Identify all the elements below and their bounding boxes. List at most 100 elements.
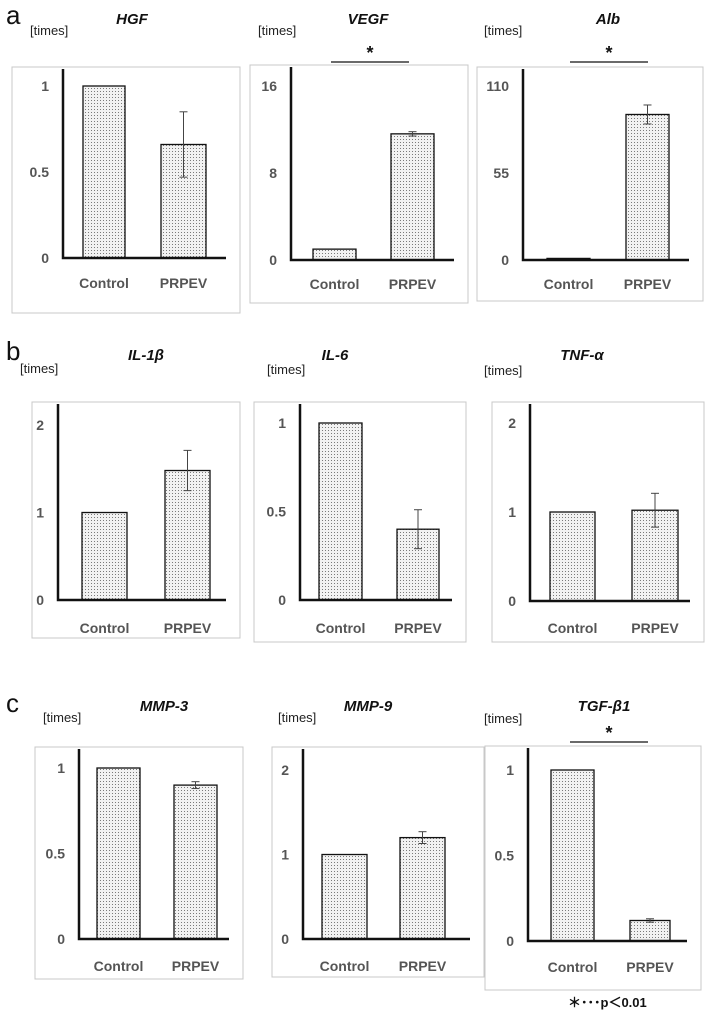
unit-label: [times] — [484, 23, 522, 38]
unit-label: [times] — [43, 710, 81, 725]
y-tick-label: 1 — [278, 415, 286, 431]
bar-prpev — [399, 836, 446, 940]
y-tick-label: 0 — [501, 252, 509, 268]
bar-control — [318, 422, 363, 601]
vegf-chart: [times] VEGF 16 8 0 Control PRPEV * — [249, 11, 469, 304]
bar-prpev — [173, 784, 218, 940]
y-tick-label: 0 — [41, 250, 49, 266]
bar-prpev — [390, 133, 435, 261]
chart-frame — [491, 401, 705, 643]
mmp3-chart: [times] MMP-3 1 0.5 0 Control PRPEV — [34, 698, 244, 980]
y-tick-label: 1 — [57, 760, 65, 776]
chart-title: HGF — [116, 11, 149, 28]
bar-prpev — [164, 469, 211, 601]
bar-prpev — [625, 113, 670, 261]
chart-title: MMP-3 — [140, 698, 189, 715]
il1b-chart: [times] IL-1β 2 1 0 Control PRPEV — [20, 347, 241, 639]
bar-control — [550, 769, 595, 942]
chart-title: IL-1β — [128, 347, 164, 364]
tnfa-chart: [times] TNF-α 2 1 0 Control PRPEV — [484, 347, 705, 643]
category-label: Control — [548, 959, 598, 975]
unit-label: [times] — [20, 361, 58, 376]
y-tick-label: 0 — [36, 592, 44, 608]
significance-star: * — [366, 43, 373, 63]
y-tick-label: 55 — [493, 165, 509, 181]
significance-footnote: ＊･･･p＜0.01 — [568, 995, 647, 1010]
y-tick-label: 16 — [261, 78, 277, 94]
chart-title: TNF-α — [560, 347, 604, 364]
axis-lines — [526, 748, 687, 943]
category-label: PRPEV — [394, 620, 442, 636]
mmp9-chart: [times] MMP-9 2 1 0 Control PRPEV — [271, 698, 485, 978]
unit-label: [times] — [484, 711, 522, 726]
y-tick-label: 1 — [508, 504, 516, 520]
significance-star: * — [605, 43, 612, 63]
category-label: Control — [548, 620, 598, 636]
chart-frame — [253, 401, 467, 643]
axis-lines — [301, 749, 470, 941]
chart-title: IL-6 — [322, 347, 349, 364]
category-label: PRPEV — [626, 959, 674, 975]
category-label: Control — [310, 276, 360, 292]
chart-title: MMP-9 — [344, 698, 393, 715]
unit-label: [times] — [258, 23, 296, 38]
chart-title: TGF-β1 — [578, 698, 631, 715]
axis-lines — [298, 404, 452, 602]
panel-label: a — [6, 0, 21, 30]
y-tick-label: 1 — [506, 762, 514, 778]
y-tick-label: 0.5 — [267, 504, 287, 520]
chart-frame — [484, 745, 702, 991]
y-tick-label: 0.5 — [30, 164, 50, 180]
category-label: PRPEV — [164, 620, 212, 636]
category-label: PRPEV — [631, 620, 679, 636]
bar-control — [81, 511, 128, 601]
unit-label: [times] — [30, 23, 68, 38]
chart-frame — [34, 746, 244, 980]
axis-lines — [528, 404, 690, 603]
chart-title: VEGF — [348, 11, 390, 28]
significance-star: * — [605, 723, 612, 743]
axis-lines — [289, 67, 454, 262]
y-tick-label: 0 — [269, 252, 277, 268]
chart-frame — [249, 64, 469, 304]
bar-control — [96, 767, 141, 940]
tgfb1-chart: [times] TGF-β1 1 0.5 0 Control PRPEV * — [484, 698, 702, 991]
chart-frame — [476, 66, 704, 302]
y-tick-label: 0 — [278, 592, 286, 608]
chart-frame — [271, 746, 485, 978]
bar-control — [549, 511, 596, 602]
chart-frame — [31, 401, 241, 639]
category-label: Control — [79, 275, 129, 291]
y-tick-label: 1 — [36, 505, 44, 521]
unit-label: [times] — [278, 710, 316, 725]
y-tick-label: 8 — [269, 165, 277, 181]
y-tick-label: 0 — [57, 931, 65, 947]
y-tick-label: 110 — [486, 78, 509, 94]
il6-chart: [times] IL-6 1 0.5 0 Control PRPEV — [253, 347, 467, 643]
axis-lines — [77, 749, 229, 941]
hgf-chart: [times] HGF 1 0.5 0 Control PRPEV — [11, 11, 241, 314]
y-tick-label: 0.5 — [495, 848, 515, 864]
category-label: PRPEV — [389, 276, 437, 292]
y-tick-label: 2 — [508, 415, 516, 431]
y-tick-label: 0 — [281, 931, 289, 947]
y-tick-label: 1 — [281, 847, 289, 863]
bar-control — [312, 248, 357, 261]
axis-lines — [56, 404, 226, 602]
y-tick-label: 0.5 — [46, 846, 66, 862]
y-tick-label: 1 — [41, 78, 49, 94]
category-label: PRPEV — [624, 276, 672, 292]
chart-title: Alb — [595, 11, 620, 28]
category-label: Control — [316, 620, 366, 636]
category-label: Control — [80, 620, 130, 636]
category-label: PRPEV — [172, 958, 220, 974]
category-label: PRPEV — [399, 958, 447, 974]
axis-lines — [61, 69, 226, 260]
category-label: Control — [320, 958, 370, 974]
axis-lines — [521, 69, 689, 262]
y-tick-label: 2 — [36, 417, 44, 433]
chart-frame — [11, 66, 241, 314]
alb-chart: [times] Alb 110 55 0 Control PRPEV * — [476, 11, 704, 302]
